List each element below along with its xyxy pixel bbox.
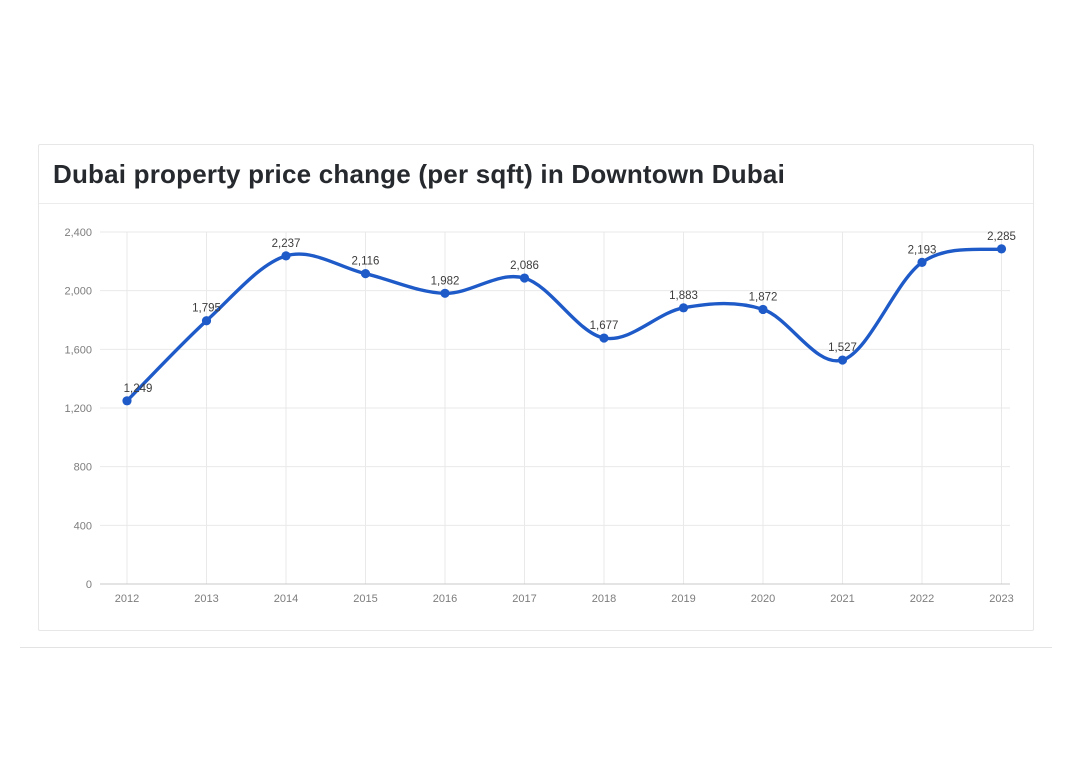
data-point[interactable]: [440, 288, 450, 298]
data-point[interactable]: [758, 304, 768, 315]
x-axis-tick-label: 2021: [830, 593, 854, 605]
y-axis-tick-label: 1,200: [64, 403, 92, 415]
y-axis: 0 400 800 1,200 1,600 2,000 2,400: [64, 227, 92, 591]
y-axis-tick-label: 800: [74, 462, 92, 474]
x-axis-tick-label: 2015: [353, 593, 377, 605]
data-label: 2,285: [987, 231, 1016, 243]
data-labels: 1,249 1,795 2,237 2,116 1,982 2,086 1,677 1,883…: [124, 231, 1016, 395]
data-points: [122, 244, 1007, 406]
data-label: 2,193: [908, 244, 937, 256]
x-axis-tick-label: 2022: [910, 593, 934, 605]
x-axis: 2012 2013 2014 2015 2016 2017 2018 2019 2020 2021…: [115, 593, 1014, 605]
data-point[interactable]: [917, 257, 927, 267]
data-label: 2,237: [272, 238, 301, 250]
y-axis-tick-label: 2,400: [64, 227, 92, 239]
data-point[interactable]: [837, 355, 848, 365]
data-point[interactable]: [281, 251, 291, 261]
x-axis-tick-label: 2023: [989, 593, 1013, 605]
data-label: 1,795: [192, 303, 221, 315]
chart-area: 0 400 800 1,200 1,600 2,000 2,400 2012 2013 2014 2…: [39, 204, 1033, 629]
data-point[interactable]: [996, 244, 1007, 254]
x-axis-tick-label: 2012: [115, 593, 139, 605]
data-label: 1,249: [124, 383, 153, 395]
x-axis-tick-label: 2014: [274, 593, 298, 605]
data-point[interactable]: [360, 269, 371, 279]
chart-card-header: Dubai property price change (per sqft) i…: [39, 145, 1033, 204]
data-label: 1,677: [590, 320, 619, 332]
gridlines: [100, 231, 1010, 584]
y-axis-tick-label: 1,600: [64, 344, 92, 356]
data-point[interactable]: [122, 396, 132, 406]
data-point[interactable]: [519, 273, 530, 283]
y-axis-tick-label: 400: [74, 520, 92, 532]
chart-card: Dubai property price change (per sqft) i…: [38, 144, 1034, 631]
data-label: 1,872: [749, 291, 778, 303]
x-axis-tick-label: 2018: [592, 593, 616, 605]
data-label: 1,883: [669, 290, 698, 302]
x-axis-tick-label: 2020: [751, 593, 775, 605]
y-axis-tick-label: 2,000: [64, 286, 92, 298]
x-axis-tick-label: 2019: [671, 593, 695, 605]
x-axis-tick-label: 2017: [512, 593, 536, 605]
y-axis-tick-label: 0: [86, 579, 92, 591]
data-label: 2,116: [352, 256, 380, 268]
line-series: [125, 247, 1004, 403]
x-axis-tick-label: 2013: [194, 593, 218, 605]
x-axis-tick-label: 2016: [433, 593, 457, 605]
data-label: 1,527: [828, 342, 857, 354]
page-divider: [20, 647, 1052, 648]
data-label: 2,086: [510, 260, 539, 272]
chart-title: Dubai property price change (per sqft) i…: [53, 158, 786, 189]
data-label: 1,982: [431, 275, 460, 287]
data-point[interactable]: [678, 303, 689, 313]
data-point[interactable]: [201, 316, 212, 326]
data-point[interactable]: [599, 333, 609, 343]
